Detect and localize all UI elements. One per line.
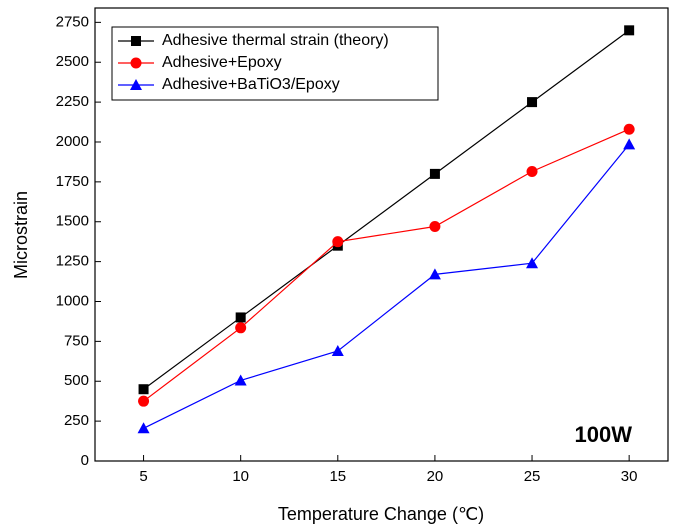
series-line	[143, 29, 630, 390]
x-tick-label: 5	[139, 468, 147, 485]
marker	[138, 395, 150, 407]
marker	[624, 25, 635, 36]
marker	[130, 57, 142, 69]
marker	[527, 97, 538, 108]
marker	[429, 168, 440, 179]
y-tick-label: 250	[64, 412, 89, 429]
marker	[130, 79, 142, 90]
marker	[138, 384, 149, 395]
marker	[526, 165, 538, 177]
y-tick-label: 1000	[56, 292, 89, 309]
y-tick-label: 1750	[56, 173, 89, 190]
y-axis-label: Microstrain	[11, 191, 31, 279]
marker	[332, 236, 344, 248]
y-tick-label: 500	[64, 372, 89, 389]
x-tick-label: 25	[524, 468, 541, 485]
marker	[234, 374, 247, 386]
y-tick-label: 1250	[56, 253, 89, 270]
marker	[331, 344, 344, 356]
marker	[526, 257, 539, 269]
x-tick-label: 10	[232, 468, 249, 485]
marker	[623, 123, 635, 135]
annotation: 100W	[575, 422, 633, 447]
marker	[428, 268, 441, 280]
marker	[131, 36, 141, 46]
x-tick-label: 20	[427, 468, 444, 485]
y-tick-label: 1500	[56, 213, 89, 230]
legend-label: Adhesive+BaTiO3/Epoxy	[162, 76, 340, 93]
marker	[235, 312, 246, 323]
y-tick-label: 2000	[56, 133, 89, 150]
y-tick-label: 2500	[56, 53, 89, 70]
marker	[429, 221, 441, 233]
y-tick-label: 0	[81, 452, 89, 469]
legend-label: Adhesive+Epoxy	[162, 54, 282, 71]
y-tick-label: 750	[64, 332, 89, 349]
marker	[235, 322, 247, 334]
x-tick-label: 30	[621, 468, 638, 485]
y-tick-label: 2250	[56, 93, 89, 110]
x-axis-label: Temperature Change (℃)	[278, 504, 484, 524]
y-tick-label: 2750	[56, 13, 89, 30]
legend-box	[111, 26, 439, 101]
x-tick-label: 15	[329, 468, 346, 485]
series-line	[143, 128, 630, 402]
legend-label: Adhesive thermal strain (theory)	[162, 32, 389, 49]
marker	[623, 138, 636, 150]
plot-frame	[94, 7, 669, 462]
series-line	[143, 143, 630, 429]
marker	[137, 422, 150, 434]
